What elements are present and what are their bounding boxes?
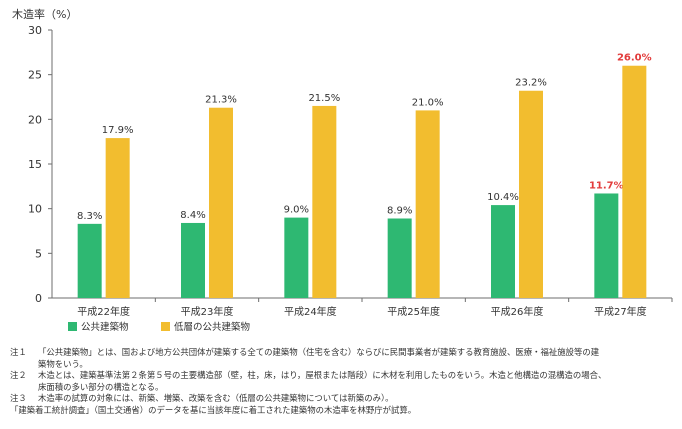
bar-public-buildings: [491, 205, 515, 298]
footnote-2: 注２ 木造とは、建築基準法第２条第５号の主要構造部（壁，柱，床，はり，屋根または…: [10, 370, 678, 382]
footnote-2-id: 注２: [10, 370, 27, 381]
bar-low-rise-public-buildings: [519, 90, 543, 298]
footnote-2-continuation: 床面積の多い部分の構造となる。: [38, 381, 164, 392]
data-label: 23.2%: [515, 78, 547, 89]
data-label: 8.9%: [387, 205, 412, 216]
bar-low-rise-public-buildings: [622, 65, 647, 298]
x-tick-label: 平成26年度: [491, 305, 544, 318]
bars: 8.3% 17.9% 8.4% 21.3% 9.0% 21.5% 8.9% 21.0% 10.4…: [77, 53, 652, 299]
data-label: 9.0%: [284, 205, 309, 216]
data-label: 21.5%: [308, 93, 340, 104]
footnote-1-continuation: 築物をいう。: [38, 358, 88, 369]
footnotes: 注１ 「公共建築物」とは、国および地方公共団体が建築する全ての建築物（住宅を含む…: [10, 347, 678, 417]
data-label: 21.3%: [205, 95, 237, 106]
legend-swatch-low-rise-public-buildings: [161, 322, 170, 331]
data-label: 17.9%: [102, 125, 134, 136]
bar-low-rise-public-buildings: [209, 107, 233, 298]
data-label: 21.0%: [412, 97, 444, 108]
x-tick-label: 平成23年度: [181, 305, 234, 318]
legend-swatch-public-buildings: [68, 322, 77, 331]
footnote-3-text: 木造率の試算の対象には、新築、増築、改築を含む（低層の公共建築物については新築の…: [38, 393, 394, 404]
footnote-2-text: 木造とは、建築基準法第２条第５号の主要構造部（壁，柱，床，はり，屋根または階段）…: [38, 370, 607, 381]
legend: 公共建築物 低層の公共建築物: [68, 321, 251, 333]
bar-chart: 木造率（%） 0 5 10 15 20 25 30 8.3% 17.9% 8.4% 21.3% 9.…: [12, 7, 673, 333]
footnote-1: 注１ 「公共建築物」とは、国および地方公共団体が建築する全ての建築物（住宅を含む…: [10, 347, 678, 359]
source-note: 「建築着工統計調査」（国土交通省）のデータを基に当該年度に着工された建築物の木造…: [10, 404, 417, 415]
footnote-3-id: 注３: [10, 393, 27, 404]
x-tick-label: 平成27年度: [594, 305, 647, 318]
bar-low-rise-public-buildings: [105, 138, 130, 298]
footnote-1-id: 注１: [10, 347, 27, 357]
x-tick-label: 平成25年度: [387, 305, 440, 318]
y-axis-ticks: 0 5 10 15 20 25 30: [28, 24, 52, 305]
x-axis-tick-labels: 平成22年度 平成23年度 平成24年度 平成25年度 平成26年度 平成27年度: [77, 298, 673, 318]
data-label: 11.7%: [589, 180, 624, 191]
bar-low-rise-public-buildings: [312, 105, 337, 298]
bar-public-buildings: [181, 222, 205, 298]
data-label: 26.0%: [617, 53, 652, 64]
y-tick-label: 25: [28, 69, 42, 82]
y-axis-title: 木造率（%）: [12, 7, 77, 21]
footnote-1-text: 「公共建築物」とは、国および地方公共団体が建築する全ての建築物（住宅を含む）なら…: [38, 347, 600, 357]
bar-public-buildings: [594, 193, 619, 298]
y-tick-label: 0: [35, 292, 42, 305]
y-tick-label: 15: [28, 158, 42, 171]
bar-public-buildings: [284, 217, 309, 298]
bar-public-buildings: [387, 218, 412, 298]
y-tick-label: 20: [28, 113, 42, 126]
data-label: 10.4%: [487, 192, 519, 203]
data-label: 8.3%: [77, 211, 102, 222]
bar-low-rise-public-buildings: [415, 110, 440, 299]
x-tick-label: 平成22年度: [77, 305, 130, 318]
y-tick-label: 5: [35, 247, 42, 260]
legend-label-public-buildings: 公共建築物: [81, 321, 129, 333]
y-tick-label: 10: [28, 203, 42, 216]
footnote-3: 注３ 木造率の試算の対象には、新築、増築、改築を含む（低層の公共建築物については…: [10, 393, 678, 405]
x-tick-label: 平成24年度: [284, 305, 337, 318]
bar-public-buildings: [77, 223, 102, 298]
data-label: 8.4%: [180, 210, 205, 221]
y-tick-label: 30: [28, 24, 42, 37]
legend-label-low-rise-public-buildings: 低層の公共建築物: [174, 321, 251, 333]
